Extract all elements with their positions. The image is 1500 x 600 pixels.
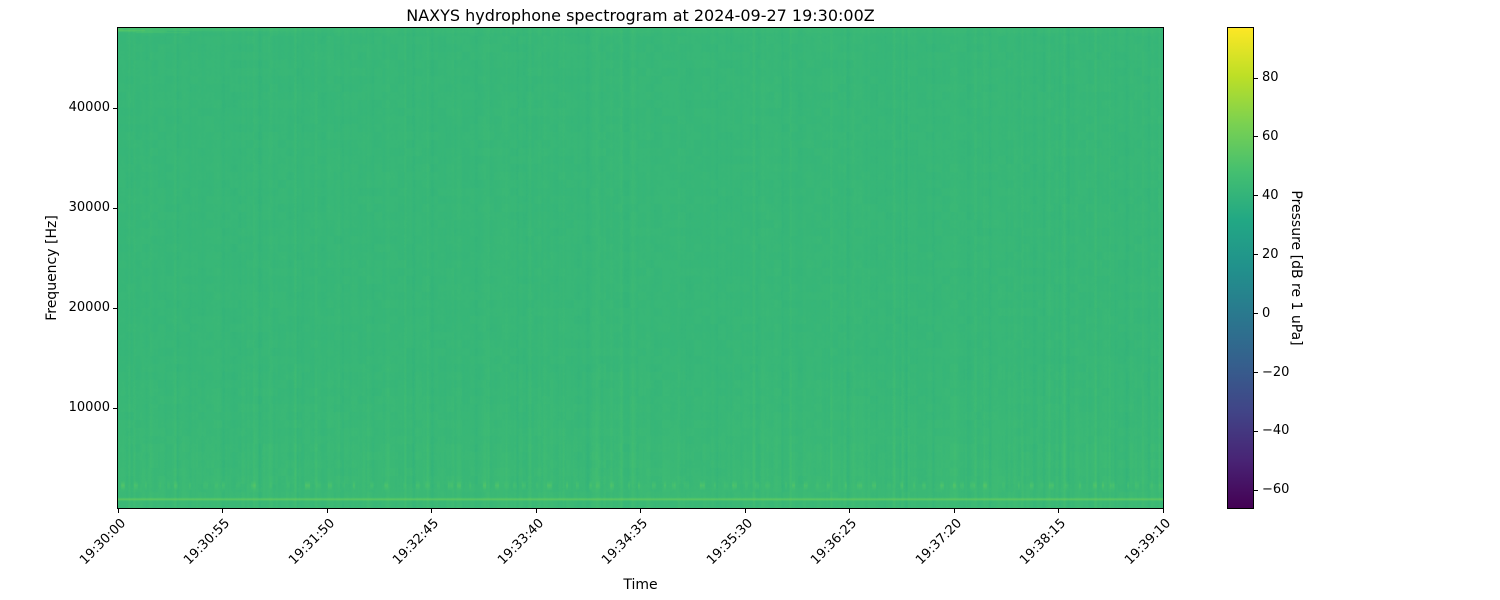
colorbar-tick-label: 60 [1262, 128, 1279, 144]
colorbar-tick-label: 0 [1262, 305, 1271, 321]
x-axis-label: Time [623, 577, 658, 593]
colorbar-tick-label: 80 [1262, 70, 1279, 86]
colorbar [1227, 27, 1254, 509]
x-tick-mark [1162, 509, 1164, 513]
x-tick-mark [117, 509, 119, 513]
x-tick-mark [1058, 509, 1059, 513]
colorbar-tick-label: 40 [1262, 187, 1279, 203]
x-tick-mark [744, 509, 746, 513]
colorbar-tick-label: 20 [1262, 246, 1279, 262]
x-tick-mark [326, 509, 328, 513]
y-tick-label: 30000 [68, 200, 110, 215]
spectrogram-heatmap [118, 28, 1163, 508]
colorbar-tick-mark [1254, 430, 1258, 432]
colorbar-tick-mark [1254, 489, 1258, 491]
colorbar-tick-mark [1254, 195, 1258, 197]
colorbar-tick-mark [1254, 313, 1258, 315]
y-tick-label: 20000 [68, 300, 110, 315]
colorbar-tick-mark [1254, 77, 1258, 79]
x-tick-mark [431, 509, 432, 513]
x-tick-mark [535, 509, 537, 513]
x-tick-mark [953, 509, 955, 513]
colorbar-tick-label: −40 [1262, 423, 1290, 439]
y-tick-label: 40000 [68, 100, 110, 115]
x-tick-mark [222, 509, 223, 513]
y-tick-mark [113, 407, 117, 409]
colorbar-tick-mark [1254, 254, 1258, 256]
colorbar-label: Pressure [dB re 1 uPa] [1288, 190, 1304, 346]
colorbar-tick-label: −20 [1262, 364, 1290, 380]
colorbar-tick-mark [1254, 372, 1258, 374]
x-tick-mark [640, 509, 641, 513]
colorbar-tick-label: −60 [1262, 482, 1290, 498]
y-tick-mark [113, 207, 117, 209]
y-tick-mark [113, 307, 117, 309]
colorbar-gradient [1228, 28, 1253, 508]
x-tick-mark [849, 509, 850, 513]
y-tick-label: 10000 [68, 400, 110, 415]
chart-title: NAXYS hydrophone spectrogram at 2024-09-… [406, 6, 875, 25]
plot-area [117, 27, 1164, 509]
y-tick-mark [113, 107, 117, 109]
colorbar-tick-mark [1254, 136, 1258, 138]
